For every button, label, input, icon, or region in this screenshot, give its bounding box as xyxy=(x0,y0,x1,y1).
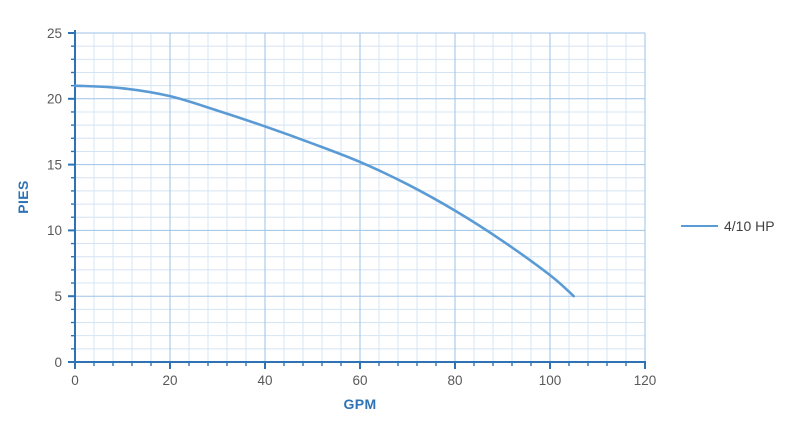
y-tick-label: 5 xyxy=(54,289,62,304)
y-tick-label: 10 xyxy=(47,223,62,238)
x-tick-label: 60 xyxy=(352,373,367,388)
y-tick-label: 25 xyxy=(47,26,62,41)
x-axis-title: GPM xyxy=(343,396,377,412)
x-tick-label: 80 xyxy=(447,373,462,388)
legend-line-swatch xyxy=(681,225,718,227)
y-axis-title: PIES xyxy=(15,180,31,214)
legend: 4/10 HP xyxy=(681,218,775,234)
y-tick-label: 0 xyxy=(54,355,62,370)
y-tick-label: 20 xyxy=(47,92,62,107)
x-tick-label: 120 xyxy=(634,373,657,388)
legend-series-label: 4/10 HP xyxy=(724,218,775,234)
y-tick-label: 15 xyxy=(47,157,62,172)
x-tick-label: 0 xyxy=(71,373,79,388)
series-curve xyxy=(73,84,576,298)
x-tick-label: 100 xyxy=(539,373,562,388)
x-tick-label: 40 xyxy=(257,373,272,388)
x-tick-label: 20 xyxy=(162,373,177,388)
